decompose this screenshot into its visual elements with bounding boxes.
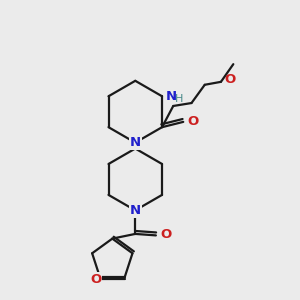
Text: O: O [225, 73, 236, 86]
Text: O: O [188, 115, 199, 128]
Text: O: O [90, 273, 101, 286]
Text: N: N [130, 204, 141, 217]
Text: N: N [165, 90, 176, 103]
Text: N: N [130, 136, 141, 149]
Text: O: O [160, 228, 171, 241]
Text: H: H [175, 94, 183, 103]
